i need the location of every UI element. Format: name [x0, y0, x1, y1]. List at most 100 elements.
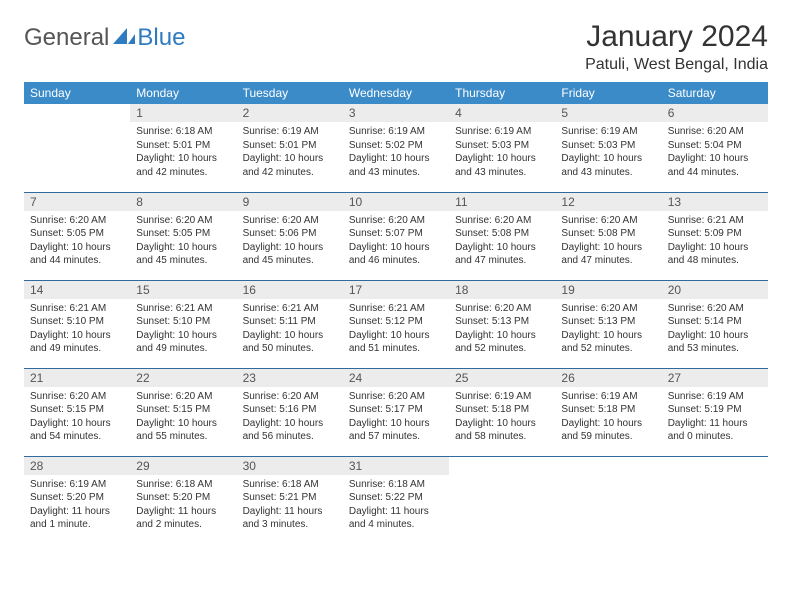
calendar-week-row: 28Sunrise: 6:19 AMSunset: 5:20 PMDayligh… — [24, 456, 768, 544]
day-details: Sunrise: 6:20 AMSunset: 5:05 PMDaylight:… — [130, 211, 236, 272]
calendar-cell: 17Sunrise: 6:21 AMSunset: 5:12 PMDayligh… — [343, 280, 449, 368]
calendar-cell: 14Sunrise: 6:21 AMSunset: 5:10 PMDayligh… — [24, 280, 130, 368]
day-details: Sunrise: 6:20 AMSunset: 5:07 PMDaylight:… — [343, 211, 449, 272]
daylight-text: Daylight: 10 hours and 56 minutes. — [243, 417, 337, 444]
daylight-text: Daylight: 10 hours and 57 minutes. — [349, 417, 443, 444]
day-details: Sunrise: 6:20 AMSunset: 5:08 PMDaylight:… — [555, 211, 661, 272]
daylight-text: Daylight: 10 hours and 52 minutes. — [455, 329, 549, 356]
sunset-text: Sunset: 5:08 PM — [455, 227, 549, 241]
day-number: 14 — [24, 281, 130, 299]
daylight-text: Daylight: 10 hours and 51 minutes. — [349, 329, 443, 356]
calendar-cell — [24, 104, 130, 192]
day-number: 9 — [237, 193, 343, 211]
daylight-text: Daylight: 10 hours and 50 minutes. — [243, 329, 337, 356]
day-details: Sunrise: 6:18 AMSunset: 5:20 PMDaylight:… — [130, 475, 236, 536]
sunset-text: Sunset: 5:05 PM — [136, 227, 230, 241]
day-details: Sunrise: 6:18 AMSunset: 5:01 PMDaylight:… — [130, 122, 236, 183]
daylight-text: Daylight: 10 hours and 43 minutes. — [349, 152, 443, 179]
day-number-empty — [449, 457, 555, 475]
calendar-cell: 11Sunrise: 6:20 AMSunset: 5:08 PMDayligh… — [449, 192, 555, 280]
day-number: 10 — [343, 193, 449, 211]
sunrise-text: Sunrise: 6:20 AM — [455, 302, 549, 316]
daylight-text: Daylight: 10 hours and 47 minutes. — [561, 241, 655, 268]
day-number: 31 — [343, 457, 449, 475]
sunrise-text: Sunrise: 6:19 AM — [243, 125, 337, 139]
calendar-cell: 21Sunrise: 6:20 AMSunset: 5:15 PMDayligh… — [24, 368, 130, 456]
day-number: 29 — [130, 457, 236, 475]
daylight-text: Daylight: 10 hours and 49 minutes. — [136, 329, 230, 356]
day-number: 11 — [449, 193, 555, 211]
sunrise-text: Sunrise: 6:18 AM — [136, 478, 230, 492]
sail-icon — [113, 26, 135, 51]
day-number: 4 — [449, 104, 555, 122]
day-details: Sunrise: 6:19 AMSunset: 5:20 PMDaylight:… — [24, 475, 130, 536]
sunset-text: Sunset: 5:02 PM — [349, 139, 443, 153]
weekday-header: Friday — [555, 82, 661, 104]
day-number: 18 — [449, 281, 555, 299]
weekday-header-row: SundayMondayTuesdayWednesdayThursdayFrid… — [24, 82, 768, 104]
calendar-week-row: 21Sunrise: 6:20 AMSunset: 5:15 PMDayligh… — [24, 368, 768, 456]
day-details: Sunrise: 6:21 AMSunset: 5:09 PMDaylight:… — [662, 211, 768, 272]
day-number: 15 — [130, 281, 236, 299]
day-number: 2 — [237, 104, 343, 122]
sunrise-text: Sunrise: 6:20 AM — [243, 390, 337, 404]
sunrise-text: Sunrise: 6:18 AM — [136, 125, 230, 139]
weekday-header: Tuesday — [237, 82, 343, 104]
day-details: Sunrise: 6:19 AMSunset: 5:18 PMDaylight:… — [555, 387, 661, 448]
calendar-cell: 2Sunrise: 6:19 AMSunset: 5:01 PMDaylight… — [237, 104, 343, 192]
sunrise-text: Sunrise: 6:19 AM — [561, 390, 655, 404]
logo-text-part1: General — [24, 24, 109, 52]
sunrise-text: Sunrise: 6:20 AM — [30, 214, 124, 228]
day-number: 25 — [449, 369, 555, 387]
sunset-text: Sunset: 5:21 PM — [243, 491, 337, 505]
daylight-text: Daylight: 10 hours and 42 minutes. — [136, 152, 230, 179]
day-details: Sunrise: 6:20 AMSunset: 5:14 PMDaylight:… — [662, 299, 768, 360]
calendar-cell: 22Sunrise: 6:20 AMSunset: 5:15 PMDayligh… — [130, 368, 236, 456]
daylight-text: Daylight: 10 hours and 59 minutes. — [561, 417, 655, 444]
calendar-body: 1Sunrise: 6:18 AMSunset: 5:01 PMDaylight… — [24, 104, 768, 544]
sunrise-text: Sunrise: 6:19 AM — [455, 125, 549, 139]
calendar-week-row: 7Sunrise: 6:20 AMSunset: 5:05 PMDaylight… — [24, 192, 768, 280]
daylight-text: Daylight: 10 hours and 44 minutes. — [30, 241, 124, 268]
sunset-text: Sunset: 5:20 PM — [136, 491, 230, 505]
calendar-cell: 26Sunrise: 6:19 AMSunset: 5:18 PMDayligh… — [555, 368, 661, 456]
sunrise-text: Sunrise: 6:19 AM — [349, 125, 443, 139]
calendar-week-row: 14Sunrise: 6:21 AMSunset: 5:10 PMDayligh… — [24, 280, 768, 368]
calendar-cell: 28Sunrise: 6:19 AMSunset: 5:20 PMDayligh… — [24, 456, 130, 544]
day-details: Sunrise: 6:19 AMSunset: 5:03 PMDaylight:… — [449, 122, 555, 183]
day-number: 13 — [662, 193, 768, 211]
daylight-text: Daylight: 10 hours and 53 minutes. — [668, 329, 762, 356]
day-number: 17 — [343, 281, 449, 299]
calendar-cell — [449, 456, 555, 544]
day-number: 1 — [130, 104, 236, 122]
day-number: 21 — [24, 369, 130, 387]
daylight-text: Daylight: 10 hours and 58 minutes. — [455, 417, 549, 444]
day-details: Sunrise: 6:19 AMSunset: 5:18 PMDaylight:… — [449, 387, 555, 448]
day-details: Sunrise: 6:20 AMSunset: 5:08 PMDaylight:… — [449, 211, 555, 272]
day-details: Sunrise: 6:20 AMSunset: 5:16 PMDaylight:… — [237, 387, 343, 448]
daylight-text: Daylight: 11 hours and 2 minutes. — [136, 505, 230, 532]
sunset-text: Sunset: 5:22 PM — [349, 491, 443, 505]
sunset-text: Sunset: 5:20 PM — [30, 491, 124, 505]
sunrise-text: Sunrise: 6:20 AM — [349, 390, 443, 404]
sunrise-text: Sunrise: 6:20 AM — [136, 214, 230, 228]
logo-text-part2: Blue — [137, 24, 185, 52]
month-title: January 2024 — [585, 20, 768, 54]
weekday-header: Monday — [130, 82, 236, 104]
sunrise-text: Sunrise: 6:19 AM — [455, 390, 549, 404]
day-number-empty — [555, 457, 661, 475]
day-number: 27 — [662, 369, 768, 387]
calendar-cell: 3Sunrise: 6:19 AMSunset: 5:02 PMDaylight… — [343, 104, 449, 192]
day-details: Sunrise: 6:19 AMSunset: 5:01 PMDaylight:… — [237, 122, 343, 183]
day-number: 12 — [555, 193, 661, 211]
calendar-cell: 31Sunrise: 6:18 AMSunset: 5:22 PMDayligh… — [343, 456, 449, 544]
daylight-text: Daylight: 11 hours and 1 minute. — [30, 505, 124, 532]
calendar-cell: 25Sunrise: 6:19 AMSunset: 5:18 PMDayligh… — [449, 368, 555, 456]
calendar-cell — [662, 456, 768, 544]
weekday-header: Thursday — [449, 82, 555, 104]
daylight-text: Daylight: 11 hours and 0 minutes. — [668, 417, 762, 444]
calendar-cell: 20Sunrise: 6:20 AMSunset: 5:14 PMDayligh… — [662, 280, 768, 368]
sunrise-text: Sunrise: 6:21 AM — [243, 302, 337, 316]
sunset-text: Sunset: 5:03 PM — [561, 139, 655, 153]
calendar-cell: 10Sunrise: 6:20 AMSunset: 5:07 PMDayligh… — [343, 192, 449, 280]
